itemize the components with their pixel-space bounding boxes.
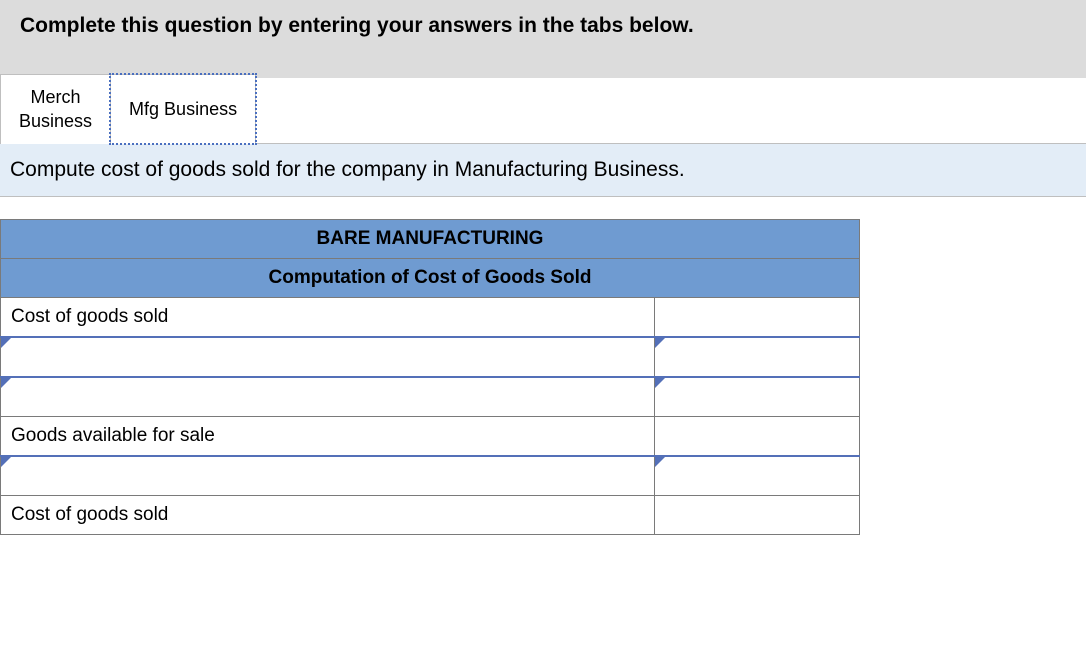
edit-marker-icon bbox=[655, 378, 665, 388]
question-prompt-text: Compute cost of goods sold for the compa… bbox=[10, 158, 685, 181]
table-row: Cost of goods sold bbox=[1, 496, 860, 535]
tab-label: Mfg Business bbox=[129, 98, 237, 121]
tab-label: Merch bbox=[19, 86, 92, 109]
edit-marker-icon bbox=[1, 457, 11, 467]
row-value-input[interactable] bbox=[665, 386, 849, 408]
company-heading: BARE MANUFACTURING bbox=[1, 220, 860, 259]
row-label: Cost of goods sold bbox=[1, 298, 655, 338]
edit-marker-icon bbox=[1, 378, 11, 388]
row-value bbox=[655, 417, 860, 457]
row-label-input-cell[interactable] bbox=[1, 377, 655, 417]
row-value bbox=[655, 298, 860, 338]
table-row: Cost of goods sold bbox=[1, 298, 860, 338]
table-row bbox=[1, 337, 860, 377]
tab-merch-business[interactable]: Merch Business bbox=[0, 74, 111, 144]
row-value-input-cell[interactable] bbox=[655, 456, 860, 496]
row-value-input-cell[interactable] bbox=[655, 377, 860, 417]
worksheet-table: BARE MANUFACTURING Computation of Cost o… bbox=[0, 219, 860, 535]
instruction-header: Complete this question by entering your … bbox=[0, 0, 1086, 78]
row-value-input-cell[interactable] bbox=[655, 337, 860, 377]
row-label: Goods available for sale bbox=[1, 417, 655, 457]
row-label-input-cell[interactable] bbox=[1, 456, 655, 496]
instruction-header-text: Complete this question by entering your … bbox=[20, 14, 694, 37]
row-label-input[interactable] bbox=[11, 386, 644, 408]
statement-heading: Computation of Cost of Goods Sold bbox=[1, 259, 860, 298]
row-label: Cost of goods sold bbox=[1, 496, 655, 535]
tabs-container: Merch Business Mfg Business bbox=[0, 74, 1086, 144]
edit-marker-icon bbox=[1, 338, 11, 348]
row-value bbox=[655, 496, 860, 535]
question-prompt: Compute cost of goods sold for the compa… bbox=[0, 143, 1086, 197]
edit-marker-icon bbox=[655, 457, 665, 467]
tab-label: Business bbox=[19, 110, 92, 133]
table-row bbox=[1, 377, 860, 417]
row-label-input[interactable] bbox=[11, 346, 644, 368]
row-value-input[interactable] bbox=[665, 465, 849, 487]
edit-marker-icon bbox=[655, 338, 665, 348]
row-label-input-cell[interactable] bbox=[1, 337, 655, 377]
row-value-input[interactable] bbox=[665, 346, 849, 368]
table-row bbox=[1, 456, 860, 496]
row-label-input[interactable] bbox=[11, 465, 644, 487]
table-row: Goods available for sale bbox=[1, 417, 860, 457]
tab-mfg-business[interactable]: Mfg Business bbox=[110, 74, 256, 144]
